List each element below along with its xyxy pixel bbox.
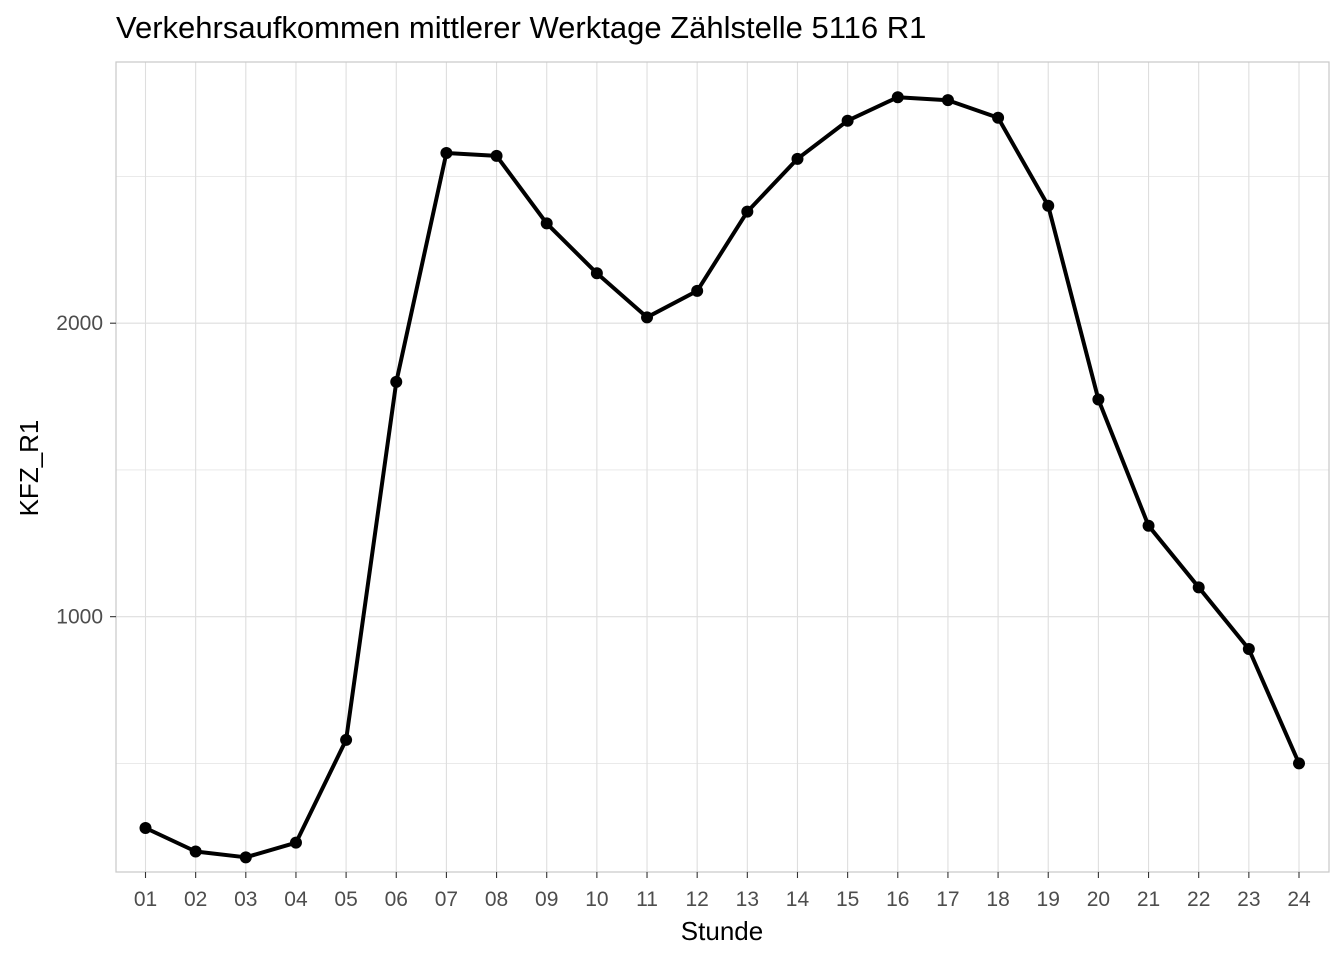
x-tick-label: 06 (385, 888, 408, 911)
x-tick-label: 12 (685, 888, 708, 911)
x-tick-label: 05 (334, 888, 357, 911)
data-point (691, 284, 704, 297)
data-point (1293, 757, 1305, 770)
x-tick-label: 19 (1037, 888, 1060, 911)
y-tick-labels: 1000 2000 (56, 312, 103, 628)
x-axis-title: Stunde (681, 916, 763, 946)
x-tick-label: 11 (636, 888, 658, 911)
data-point (289, 836, 302, 849)
x-axis-ticks (144, 872, 1300, 878)
major-grid (116, 62, 1329, 872)
x-tick-label: 13 (736, 888, 759, 911)
minor-grid (116, 176, 1329, 764)
series-line (143, 95, 1301, 860)
data-point (139, 821, 152, 834)
data-point (590, 267, 603, 280)
data-point (390, 375, 403, 388)
data-point (490, 149, 503, 162)
data-point (841, 114, 854, 127)
data-points (139, 91, 1305, 864)
x-tick-label: 03 (234, 888, 257, 911)
x-tick-label: 07 (435, 888, 458, 911)
y-axis-title: KFZ_R1 (14, 420, 44, 517)
y-tick-label: 1000 (56, 606, 103, 629)
x-tick-label: 17 (936, 888, 959, 911)
data-point (1242, 642, 1255, 655)
x-tick-labels: 01 02 03 04 05 06 07 08 09 10 11 12 13 14 15 16 17 18 19 20… (134, 888, 1311, 911)
x-tick-label: 02 (184, 888, 207, 911)
data-point (891, 91, 904, 104)
data-point (741, 205, 754, 218)
data-point (1092, 393, 1105, 406)
x-tick-label: 01 (134, 888, 157, 911)
data-point (540, 217, 553, 230)
x-tick-label: 14 (786, 888, 810, 911)
x-tick-label: 04 (284, 888, 308, 911)
data-point (641, 311, 654, 324)
y-axis-ticks (110, 322, 116, 618)
data-point (340, 733, 353, 746)
chart-title: Verkehrsaufkommen mittlerer Werktage Zäh… (116, 10, 927, 45)
x-tick-label: 10 (585, 888, 608, 911)
data-point (440, 146, 453, 159)
x-tick-label: 16 (886, 888, 909, 911)
data-point (189, 845, 202, 858)
panel-border (115, 61, 1330, 873)
data-point (1042, 199, 1055, 212)
x-tick-label: 18 (986, 888, 1009, 911)
data-point (1142, 519, 1155, 532)
x-tick-label: 22 (1187, 888, 1210, 911)
data-point (992, 111, 1005, 124)
x-tick-label: 23 (1237, 888, 1260, 911)
x-tick-label: 15 (836, 888, 859, 911)
x-tick-label: 08 (485, 888, 508, 911)
data-point (1192, 581, 1205, 594)
x-tick-label: 24 (1287, 888, 1311, 911)
y-tick-label: 2000 (56, 312, 103, 335)
x-tick-label: 09 (535, 888, 558, 911)
data-point (791, 152, 804, 165)
x-tick-label: 21 (1137, 888, 1160, 911)
data-point (239, 851, 252, 864)
data-point (941, 94, 954, 107)
x-tick-label: 20 (1087, 888, 1110, 911)
